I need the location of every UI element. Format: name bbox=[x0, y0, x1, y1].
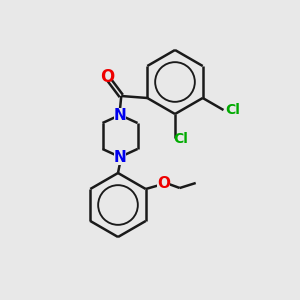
Text: Cl: Cl bbox=[173, 132, 188, 146]
Text: Cl: Cl bbox=[226, 103, 240, 117]
Text: N: N bbox=[114, 149, 126, 164]
Text: O: O bbox=[100, 68, 114, 86]
Text: O: O bbox=[157, 176, 170, 190]
Text: N: N bbox=[114, 107, 126, 122]
